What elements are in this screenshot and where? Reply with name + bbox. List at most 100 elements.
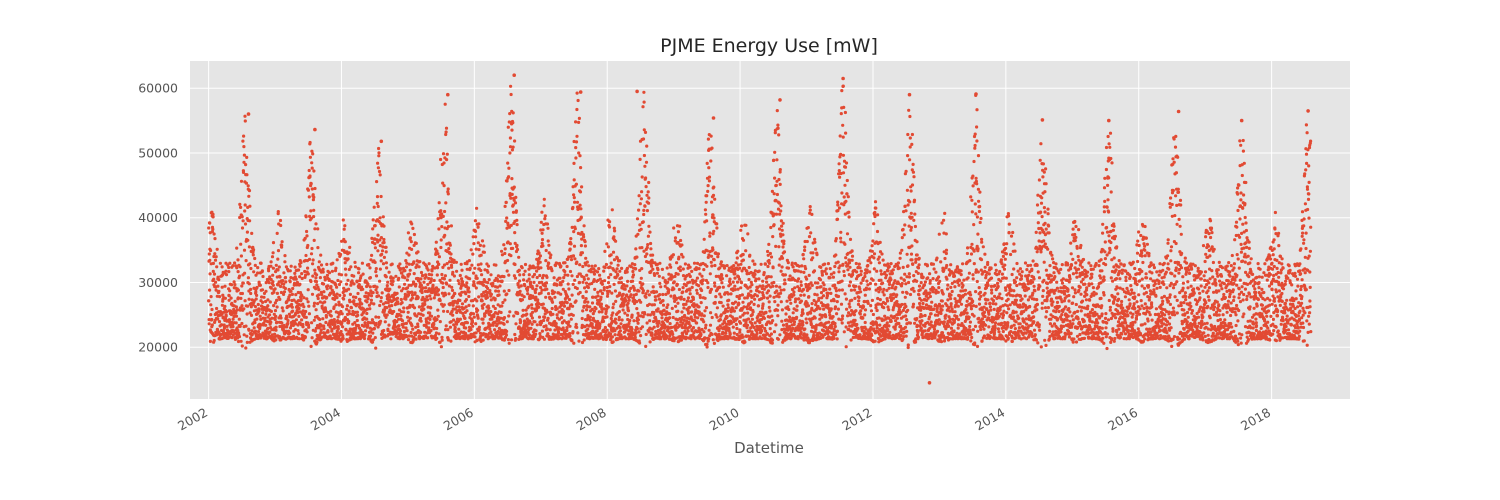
data-point <box>223 296 227 300</box>
data-point <box>534 332 538 336</box>
data-point <box>379 319 383 323</box>
data-point <box>375 180 379 184</box>
data-point <box>763 262 768 266</box>
data-point <box>353 260 357 264</box>
data-point <box>447 292 451 296</box>
data-point <box>240 344 244 348</box>
data-point <box>431 283 435 287</box>
data-point <box>443 233 447 237</box>
data-point <box>774 183 778 187</box>
data-point <box>651 253 655 257</box>
data-point <box>499 310 503 315</box>
data-point <box>435 336 439 340</box>
data-point <box>779 288 783 292</box>
data-point <box>312 208 316 212</box>
data-point <box>349 265 353 269</box>
data-point <box>342 286 346 290</box>
data-point <box>338 293 342 297</box>
data-point <box>375 201 379 205</box>
data-point <box>221 293 225 297</box>
data-point <box>211 261 215 265</box>
data-point <box>299 261 303 265</box>
data-point <box>642 208 646 212</box>
data-point <box>236 270 240 274</box>
data-point <box>397 276 401 280</box>
data-point <box>336 321 340 325</box>
data-point <box>542 337 547 341</box>
data-point <box>442 303 446 307</box>
data-point <box>782 288 786 292</box>
data-point <box>221 273 225 277</box>
data-point <box>246 184 250 188</box>
data-point <box>760 329 764 333</box>
data-point <box>395 320 399 324</box>
data-point <box>294 318 298 322</box>
data-point <box>229 296 233 300</box>
data-point <box>617 281 621 285</box>
data-point <box>385 313 389 317</box>
data-point <box>769 255 774 259</box>
data-point <box>258 314 262 318</box>
data-point <box>245 340 249 344</box>
data-point <box>545 275 549 279</box>
data-point <box>755 331 759 335</box>
data-point <box>657 321 661 325</box>
data-point <box>508 136 512 140</box>
data-point <box>704 212 708 216</box>
data-point <box>372 321 376 325</box>
data-point <box>406 338 411 342</box>
data-point <box>784 312 788 316</box>
data-point <box>614 239 618 243</box>
data-point <box>777 177 781 182</box>
data-point <box>369 298 373 302</box>
data-point <box>810 306 814 310</box>
data-point <box>290 292 294 296</box>
data-point <box>258 325 262 329</box>
data-point <box>374 321 378 326</box>
data-point <box>460 277 464 281</box>
data-point <box>373 260 377 264</box>
data-point <box>595 329 599 333</box>
data-point <box>398 262 402 266</box>
data-point <box>637 330 641 334</box>
data-point <box>530 306 534 310</box>
data-point <box>247 297 251 301</box>
data-point <box>280 321 284 325</box>
data-point <box>540 238 545 242</box>
data-point <box>537 251 541 255</box>
data-point <box>342 227 346 231</box>
data-point <box>690 310 694 314</box>
data-point <box>691 326 696 330</box>
data-point <box>342 293 346 298</box>
data-point <box>670 325 674 329</box>
data-point <box>227 270 231 274</box>
data-point <box>442 161 446 165</box>
data-point <box>642 153 647 158</box>
data-point <box>341 334 345 338</box>
data-point <box>385 306 389 310</box>
data-point <box>575 134 579 138</box>
data-point <box>567 320 571 324</box>
data-point <box>235 266 239 270</box>
data-point <box>381 215 385 219</box>
data-point <box>383 308 387 312</box>
data-point <box>700 282 704 286</box>
data-point <box>457 282 461 286</box>
data-point <box>718 318 723 322</box>
data-point <box>749 270 753 275</box>
data-point <box>660 316 664 320</box>
data-point <box>771 284 775 288</box>
data-point <box>505 320 509 324</box>
data-point <box>575 260 579 264</box>
data-point <box>309 344 313 348</box>
data-point <box>708 272 712 276</box>
data-point <box>241 219 245 223</box>
data-point <box>533 320 537 324</box>
data-point <box>731 280 735 284</box>
data-point <box>766 249 770 254</box>
data-point <box>329 309 333 313</box>
data-point <box>268 275 272 279</box>
data-point <box>578 263 582 267</box>
data-point <box>223 304 227 308</box>
data-point <box>399 267 403 271</box>
